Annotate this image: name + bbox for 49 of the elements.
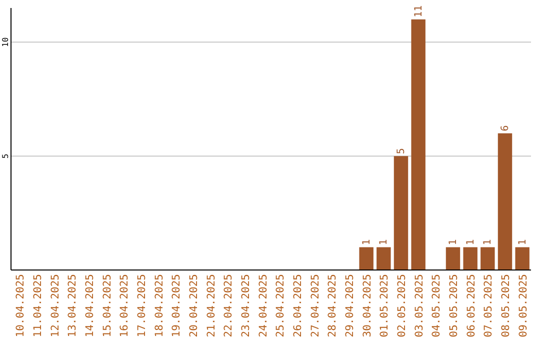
data-label: 5 — [396, 148, 407, 154]
bar — [515, 247, 530, 270]
data-label: 1 — [378, 239, 390, 246]
x-tick-label: 08.05.2025 — [500, 274, 512, 338]
x-tick-label: 24.04.2025 — [257, 274, 270, 338]
x-tick-label: 01.05.2025 — [378, 274, 391, 338]
x-tick-label: 29.04.2025 — [344, 274, 356, 338]
x-tick-label: 26.04.2025 — [292, 274, 304, 338]
data-label: 1 — [517, 239, 528, 246]
bar — [359, 247, 374, 270]
x-tick-label: 03.05.2025 — [413, 274, 426, 338]
data-label: 11 — [413, 5, 424, 18]
x-tick-label: 23.04.2025 — [240, 274, 252, 338]
x-tick-label: 30.04.2025 — [361, 274, 374, 338]
bar — [376, 247, 391, 270]
bar — [446, 247, 460, 270]
data-label: 1 — [465, 239, 476, 246]
x-tick-label: 22.04.2025 — [222, 274, 235, 338]
x-tick-label: 17.04.2025 — [136, 274, 148, 338]
x-tick-label: 07.05.2025 — [482, 274, 495, 338]
x-tick-label: 06.05.2025 — [465, 274, 478, 338]
x-tick-label: 04.05.2025 — [430, 274, 443, 338]
x-tick-label: 25.04.2025 — [274, 274, 287, 338]
x-tick-label: 05.05.2025 — [448, 274, 460, 338]
x-tick-label: 11.04.2025 — [32, 274, 44, 338]
x-tick-label: 27.04.2025 — [309, 274, 322, 338]
x-tick-label: 20.04.2025 — [188, 274, 200, 338]
x-tick-label: 21.04.2025 — [205, 274, 218, 338]
x-tick-label: 18.04.2025 — [153, 274, 166, 338]
x-tick-label: 14.04.2025 — [84, 274, 96, 338]
x-tick-label: 12.04.2025 — [49, 274, 62, 338]
bar — [394, 156, 408, 270]
x-tick-label: 13.04.2025 — [66, 274, 79, 338]
data-label: 6 — [500, 125, 511, 132]
x-tick-label: 19.04.2025 — [170, 274, 183, 338]
x-tick-label: 16.04.2025 — [118, 274, 131, 338]
bar — [411, 19, 426, 270]
x-tick-label: 15.04.2025 — [101, 274, 114, 338]
bar — [480, 247, 495, 270]
y-tick-label: 10 — [1, 37, 10, 47]
x-tick-label: 02.05.2025 — [396, 274, 408, 338]
data-label: 1 — [482, 239, 494, 246]
x-tick-label: 09.05.2025 — [517, 274, 530, 338]
bar — [498, 133, 512, 270]
data-label: 1 — [361, 239, 372, 246]
bar — [463, 247, 478, 270]
x-tick-label: 10.04.2025 — [14, 274, 27, 338]
x-tick-label: 28.04.2025 — [326, 274, 339, 338]
data-label: 1 — [448, 239, 459, 246]
